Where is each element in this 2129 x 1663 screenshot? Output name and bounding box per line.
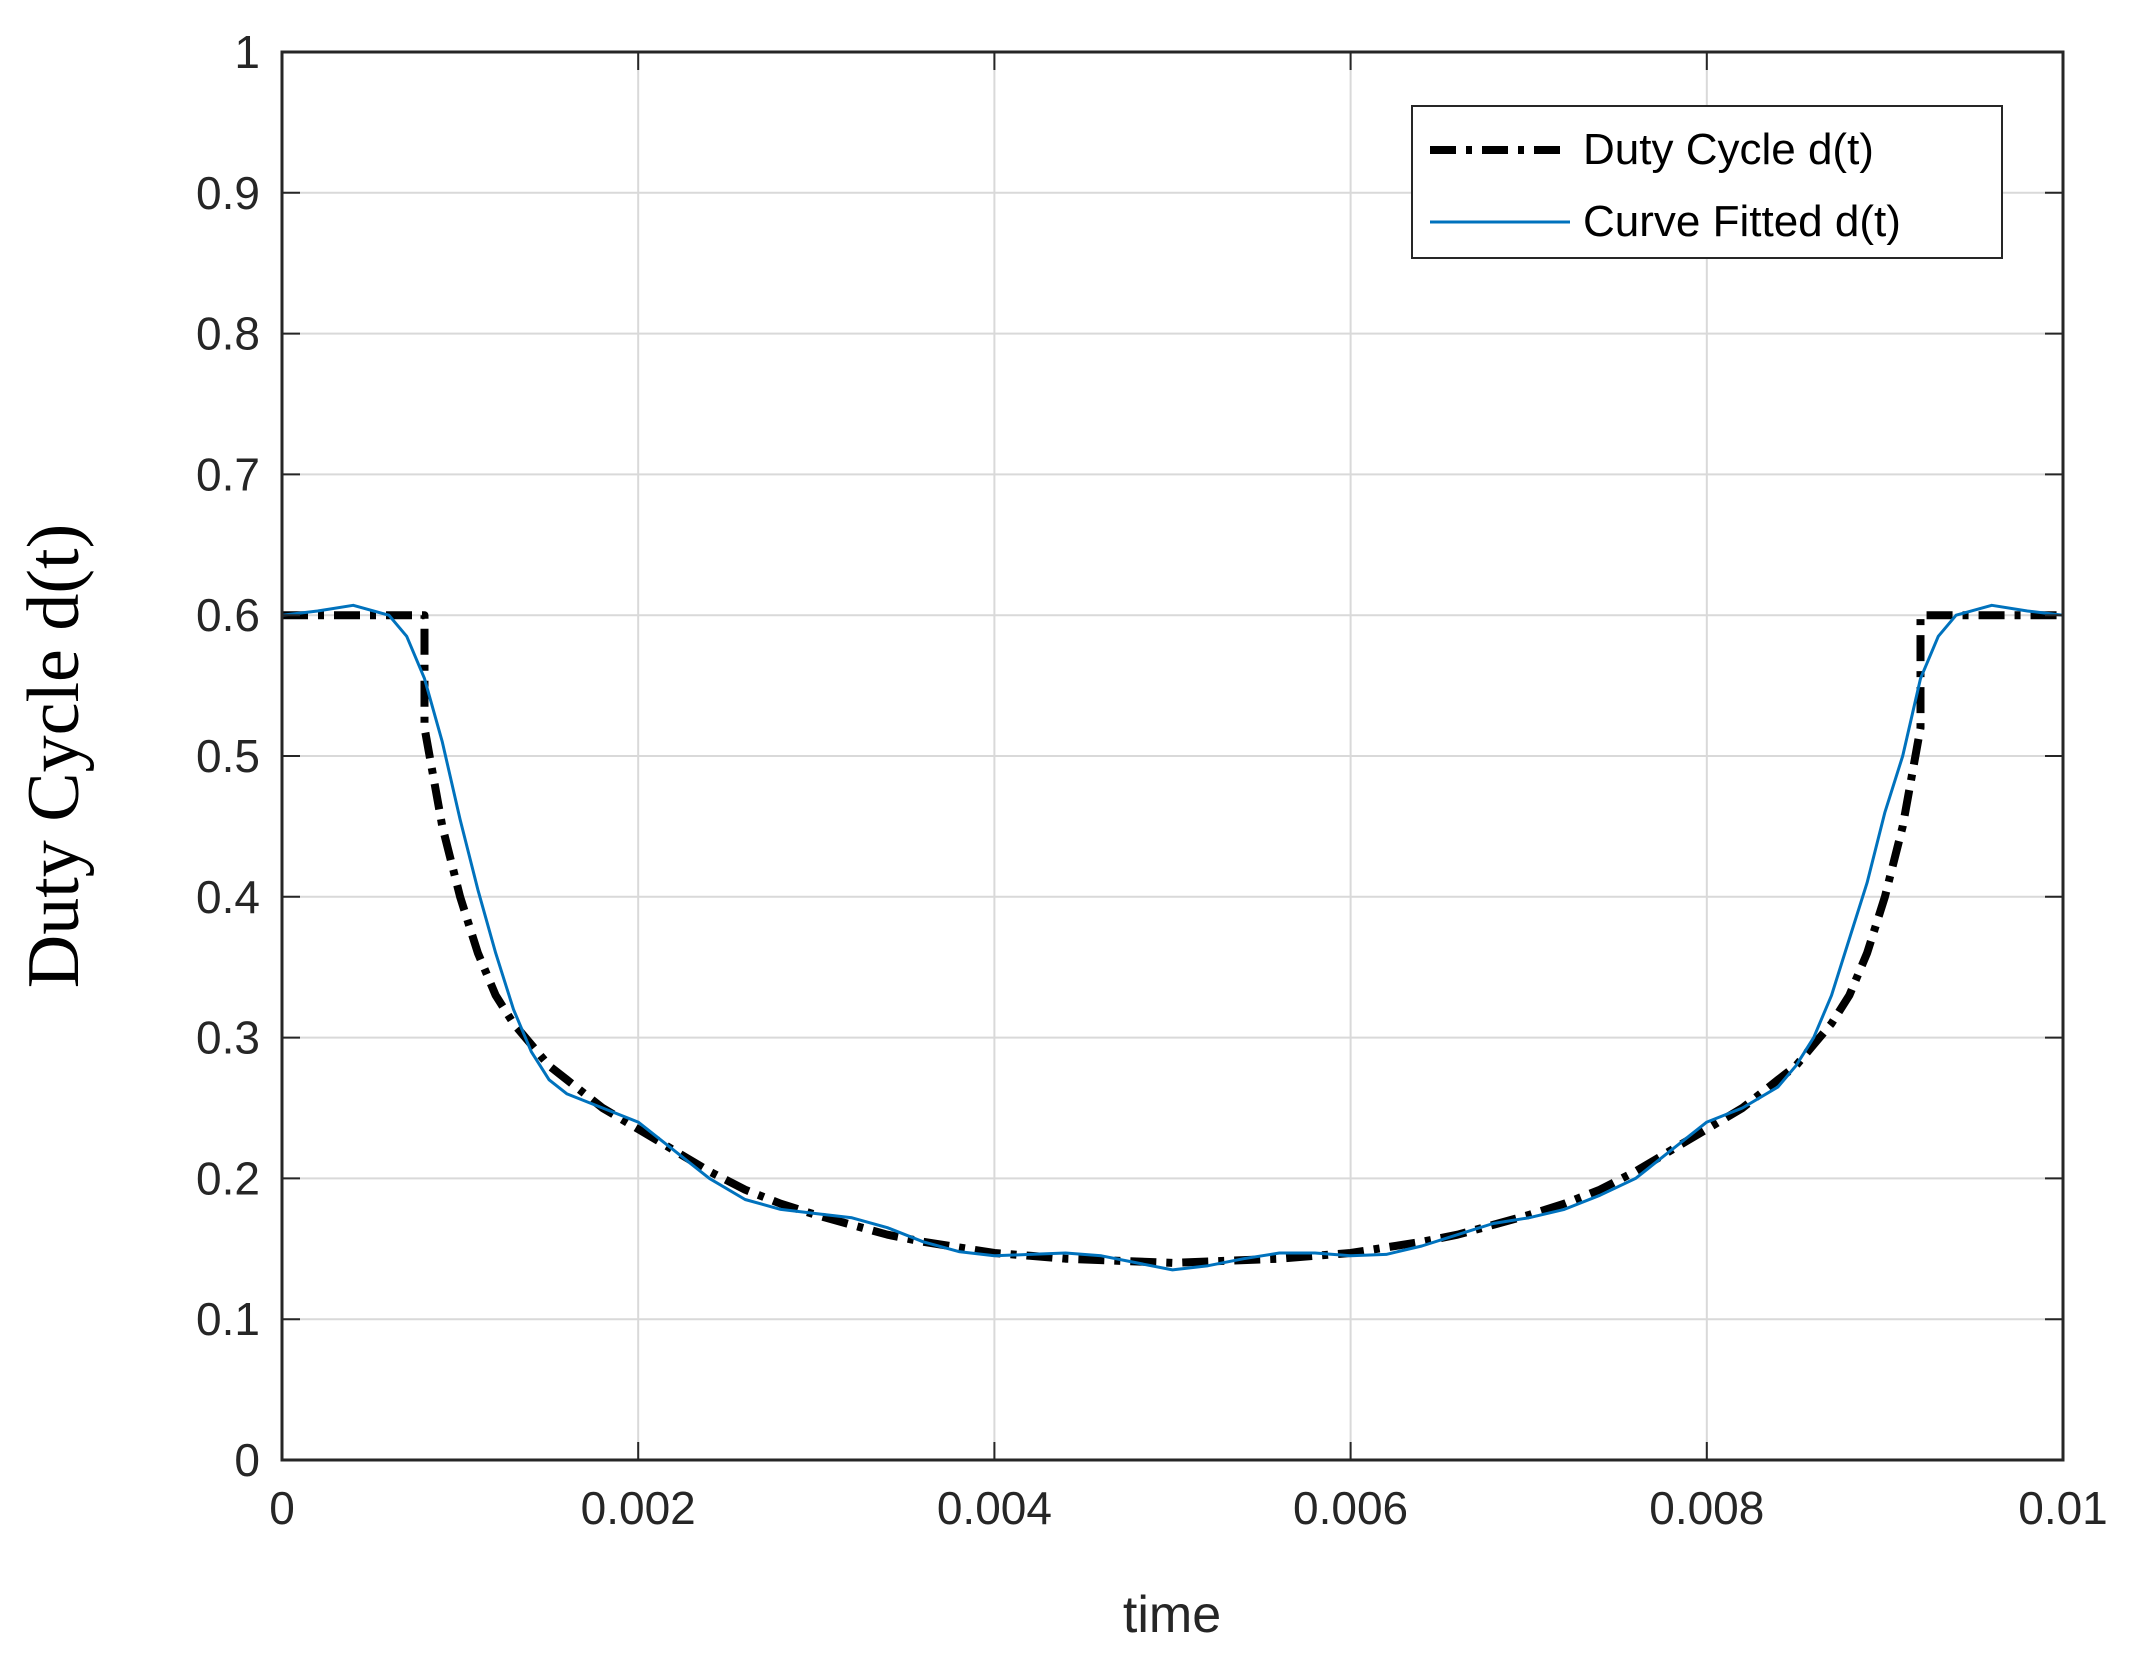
x-axis-ticks: 0 0.002 0.004 0.006 0.008 0.01 <box>269 52 2108 1534</box>
y-tick-label: 0.5 <box>196 730 260 782</box>
x-tick-label: 0.006 <box>1293 1482 1408 1534</box>
series-line-curve-fitted <box>282 603 2063 1272</box>
x-tick-label: 0.002 <box>581 1482 696 1534</box>
x-tick-label: 0.01 <box>2018 1482 2108 1534</box>
grid <box>282 52 2063 1460</box>
y-tick-label: 0.8 <box>196 308 260 360</box>
x-tick-label: 0 <box>269 1482 295 1534</box>
series-layer <box>282 603 2063 1272</box>
y-tick-label: 0.4 <box>196 871 260 923</box>
y-tick-label: 0.3 <box>196 1012 260 1064</box>
y-tick-label: 0.7 <box>196 448 260 500</box>
y-tick-label: 0.2 <box>196 1152 260 1204</box>
legend: Duty Cycle d(t) Curve Fitted d(t) <box>1411 105 2003 259</box>
y-axis-ticks: 0 0.1 0.2 0.3 0.4 0.5 0.6 0.7 0.8 0.9 1 <box>196 26 2063 1486</box>
y-axis-title: Duty Cycle d(t) <box>13 524 95 988</box>
y-tick-label: 0.6 <box>196 589 260 641</box>
y-tick-label: 0 <box>234 1434 260 1486</box>
y-tick-label: 0.9 <box>196 167 260 219</box>
x-tick-label: 0.004 <box>937 1482 1052 1534</box>
x-tick-label: 0.008 <box>1649 1482 1764 1534</box>
legend-label-curve-fitted: Curve Fitted d(t) <box>1583 197 1901 246</box>
legend-label-duty-cycle: Duty Cycle d(t) <box>1583 125 1874 174</box>
y-tick-label: 1 <box>234 26 260 78</box>
y-tick-label: 0.1 <box>196 1293 260 1345</box>
x-axis-title: time <box>1123 1586 1221 1644</box>
legend-box <box>1411 105 2003 259</box>
